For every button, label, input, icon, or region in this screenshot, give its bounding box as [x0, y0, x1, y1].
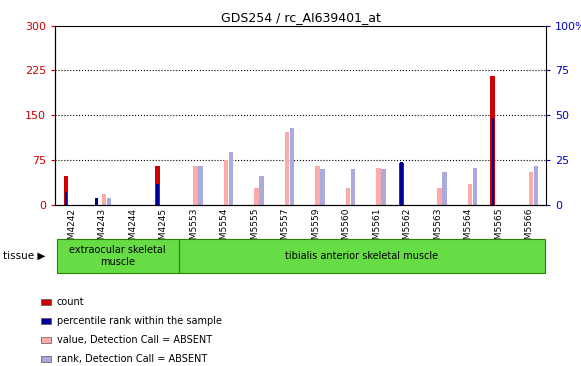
Text: percentile rank within the sample: percentile rank within the sample — [57, 316, 222, 326]
Bar — [290, 128, 295, 205]
Bar — [254, 188, 259, 205]
Bar — [315, 166, 320, 205]
Bar — [285, 132, 289, 205]
Text: count: count — [57, 297, 85, 307]
Bar — [351, 169, 356, 205]
Bar — [376, 168, 381, 205]
Bar — [198, 166, 203, 205]
Text: rank, Detection Call = ABSENT: rank, Detection Call = ABSENT — [57, 354, 207, 364]
Bar — [229, 152, 234, 205]
Bar — [102, 194, 106, 205]
Bar — [224, 160, 228, 205]
Bar — [490, 76, 495, 205]
Bar — [442, 172, 447, 205]
Bar — [179, 239, 544, 273]
Bar — [57, 239, 179, 273]
Bar — [381, 169, 386, 205]
Bar — [259, 176, 264, 205]
Text: tissue ▶: tissue ▶ — [3, 251, 45, 261]
Bar — [534, 166, 539, 205]
Bar — [193, 166, 198, 205]
Bar — [107, 198, 112, 205]
Text: value, Detection Call = ABSENT: value, Detection Call = ABSENT — [57, 335, 212, 345]
Text: extraocular skeletal
muscle: extraocular skeletal muscle — [69, 245, 166, 267]
Bar — [529, 172, 533, 205]
Bar — [320, 169, 325, 205]
Bar — [399, 163, 404, 205]
Bar — [156, 184, 159, 205]
Bar — [346, 188, 350, 205]
Title: GDS254 / rc_AI639401_at: GDS254 / rc_AI639401_at — [221, 11, 381, 25]
Bar — [473, 168, 478, 205]
Bar — [63, 176, 68, 205]
Bar — [437, 188, 442, 205]
Bar — [155, 166, 160, 205]
Bar — [95, 198, 98, 205]
Bar — [468, 184, 472, 205]
Text: tibialis anterior skeletal muscle: tibialis anterior skeletal muscle — [285, 251, 438, 261]
Bar — [492, 118, 494, 205]
Bar — [400, 162, 403, 205]
Bar — [64, 192, 67, 205]
